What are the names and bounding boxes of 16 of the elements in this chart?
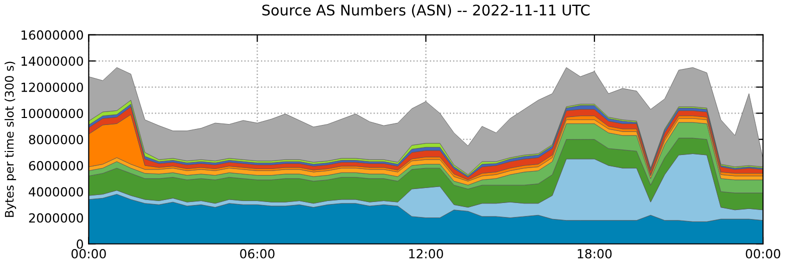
y-tick-label: 8000000 bbox=[29, 134, 84, 144]
y-tick-label: 6000000 bbox=[29, 160, 84, 170]
x-tick-label: 18:00 bbox=[578, 248, 612, 258]
y-tick-label: 0 bbox=[76, 239, 84, 249]
y-axis-title: Bytes per time slot (300 s) bbox=[4, 62, 16, 217]
x-tick-label: 06:00 bbox=[240, 248, 274, 258]
y-tick-label: 12000000 bbox=[22, 82, 84, 92]
y-tick-label: 10000000 bbox=[22, 108, 84, 118]
y-tick-label: 14000000 bbox=[22, 56, 84, 66]
y-tick-label: 2000000 bbox=[29, 213, 84, 223]
x-tick-label: 00:00 bbox=[72, 248, 106, 258]
y-tick-label: 4000000 bbox=[28, 187, 84, 197]
chart-title: Source AS Numbers (ASN) -- 2022-11-11 UTC bbox=[262, 4, 590, 18]
y-tick-label: 16000000 bbox=[22, 30, 84, 40]
x-tick-label: 12:00 bbox=[409, 248, 444, 258]
x-tick-label: 00:00 bbox=[746, 248, 780, 258]
